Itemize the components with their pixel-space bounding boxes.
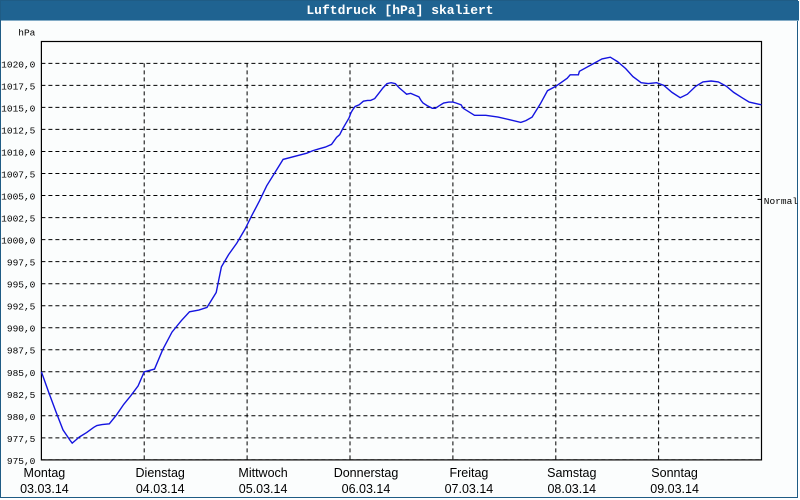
- svg-text:04.03.14: 04.03.14: [136, 482, 185, 496]
- svg-text:Sonntag: Sonntag: [651, 466, 698, 480]
- svg-text:08.03.14: 08.03.14: [547, 482, 596, 496]
- svg-text:980,0: 980,0: [7, 412, 36, 423]
- svg-text:1010,0: 1010,0: [1, 148, 36, 159]
- svg-text:05.03.14: 05.03.14: [239, 482, 288, 496]
- svg-text:1005,0: 1005,0: [1, 192, 36, 203]
- svg-text:977,5: 977,5: [7, 434, 36, 445]
- svg-text:987,5: 987,5: [7, 346, 36, 357]
- svg-text:Freitag: Freitag: [449, 466, 488, 480]
- svg-text:Dienstag: Dienstag: [136, 466, 185, 480]
- svg-text:Donnerstag: Donnerstag: [334, 466, 399, 480]
- svg-text:997,5: 997,5: [7, 258, 36, 269]
- svg-text:985,0: 985,0: [7, 368, 36, 379]
- svg-text:1020,0: 1020,0: [1, 59, 36, 70]
- svg-text:07.03.14: 07.03.14: [445, 482, 494, 496]
- svg-text:1002,5: 1002,5: [1, 214, 36, 225]
- svg-text:1012,5: 1012,5: [1, 125, 36, 136]
- svg-text:992,5: 992,5: [7, 302, 36, 313]
- svg-text:Normal: Normal: [764, 196, 799, 207]
- svg-text:Mittwoch: Mittwoch: [238, 466, 287, 480]
- svg-text:995,0: 995,0: [7, 280, 36, 291]
- svg-text:Samstag: Samstag: [547, 466, 596, 480]
- svg-text:1017,5: 1017,5: [1, 81, 36, 92]
- svg-text:06.03.14: 06.03.14: [342, 482, 391, 496]
- svg-text:09.03.14: 09.03.14: [650, 482, 699, 496]
- svg-text:1015,0: 1015,0: [1, 103, 36, 114]
- svg-text:Montag: Montag: [24, 466, 66, 480]
- svg-text:1007,5: 1007,5: [1, 170, 36, 181]
- svg-text:982,5: 982,5: [7, 390, 36, 401]
- svg-text:990,0: 990,0: [7, 324, 36, 335]
- svg-text:03.03.14: 03.03.14: [20, 482, 69, 496]
- svg-text:1000,0: 1000,0: [1, 236, 36, 247]
- svg-text:hPa: hPa: [18, 27, 35, 38]
